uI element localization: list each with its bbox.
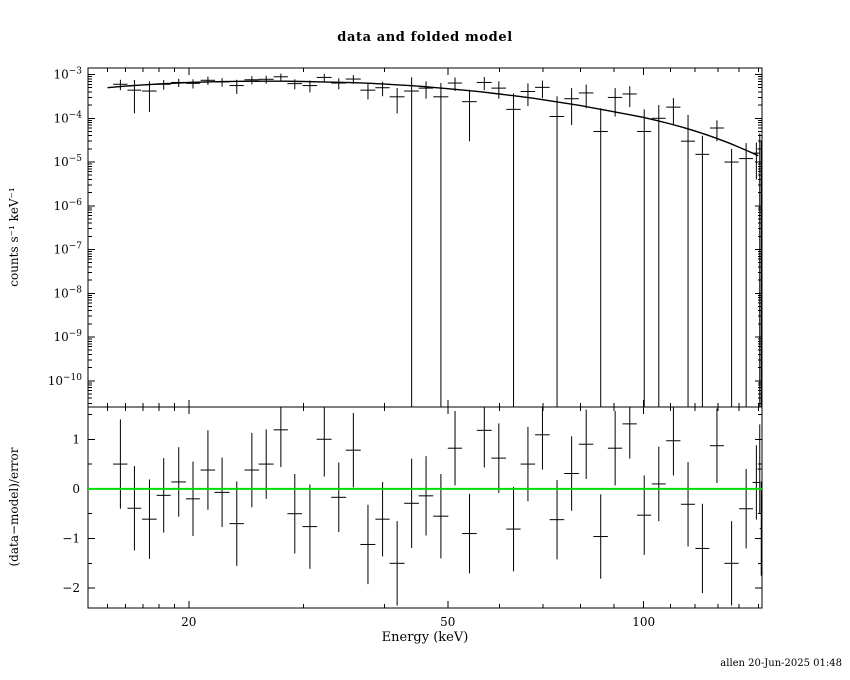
svg-text:10−6: 10−6	[53, 198, 82, 213]
residual-points	[113, 407, 762, 606]
svg-text:10−8: 10−8	[53, 285, 82, 300]
axes-frame	[87, 67, 763, 609]
svg-text:10−7: 10−7	[53, 242, 82, 257]
svg-text:20: 20	[181, 615, 196, 629]
svg-text:10−5: 10−5	[53, 154, 82, 169]
svg-text:10−9: 10−9	[53, 329, 82, 344]
timestamp-label: allen 20-Jun-2025 01:48	[720, 658, 842, 669]
svg-text:10−3: 10−3	[53, 67, 82, 82]
x-axis-label-energy: Energy (keV)	[381, 630, 469, 645]
svg-text:10−4: 10−4	[53, 110, 82, 125]
plot-title: data and folded model	[337, 30, 513, 45]
svg-text:50: 50	[440, 615, 455, 629]
svg-text:−1: −1	[62, 532, 80, 546]
svg-text:100: 100	[632, 615, 655, 629]
svg-text:−2: −2	[62, 581, 80, 595]
svg-text:10−10: 10−10	[48, 373, 83, 388]
svg-text:0: 0	[72, 482, 80, 496]
tick-labels: 10−3 10−4 10−5 10−6 10−7 10−8 10−9 10−10 20 50 100…	[48, 67, 655, 629]
svg-text:1: 1	[72, 432, 80, 446]
spectrum-data-points	[113, 73, 762, 407]
folded-model-line	[107, 80, 759, 157]
